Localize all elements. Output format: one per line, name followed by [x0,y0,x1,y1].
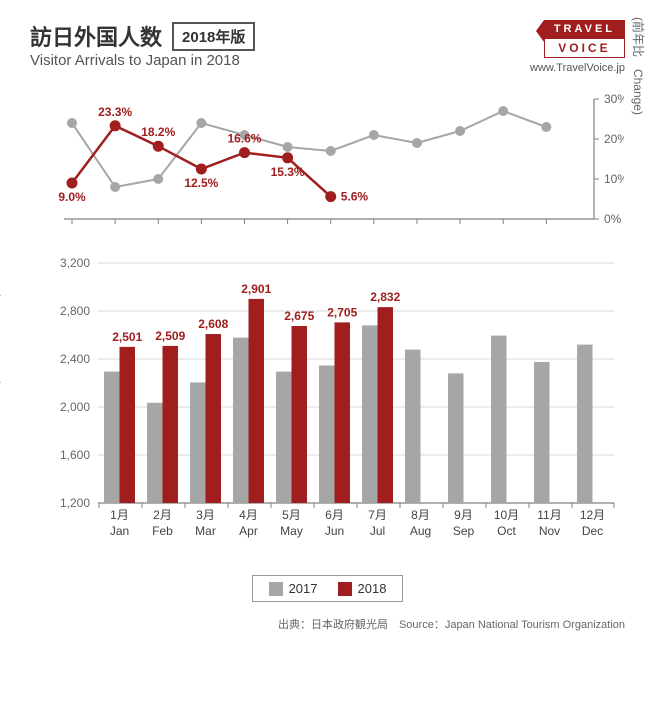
svg-text:5月: 5月 [282,508,301,522]
legend-2018: 2018 [338,581,387,596]
svg-text:30%: 30% [604,92,624,106]
svg-text:May: May [280,524,303,538]
svg-text:2,400: 2,400 [60,352,90,366]
title-jp: 訪日外国人数 [30,20,162,52]
svg-text:Jun: Jun [325,524,344,538]
svg-text:2,705: 2,705 [327,305,357,319]
svg-text:Sep: Sep [453,524,475,538]
title-group: 訪日外国人数 2018年版 Visitor Arrivals to Japan … [30,20,255,85]
svg-text:2,509: 2,509 [155,329,185,343]
logo-bottom: VOICE [544,38,625,58]
bar-chart-ylabel: (千人 thousand) [0,292,2,385]
svg-text:Apr: Apr [239,524,258,538]
svg-text:Jul: Jul [370,524,385,538]
svg-text:10%: 10% [604,172,624,186]
logo-top: TRAVEL [544,20,625,38]
svg-text:2,832: 2,832 [370,290,400,304]
svg-text:3,200: 3,200 [60,257,90,270]
svg-text:Aug: Aug [410,524,431,538]
svg-text:23.3%: 23.3% [98,105,132,119]
legend: 2017 2018 [252,575,404,602]
legend-2018-label: 2018 [358,581,387,596]
svg-text:9.0%: 9.0% [58,190,86,204]
svg-text:Feb: Feb [152,524,173,538]
bar-chart: 1,200 1,600 2,000 2,400 2,800 3,200 2,501 1月 Jan… [54,257,625,557]
subtitle: Visitor Arrivals to Japan in 2018 [30,52,255,69]
svg-text:10月: 10月 [494,508,519,522]
svg-text:20%: 20% [604,132,624,146]
svg-text:8月: 8月 [411,508,430,522]
svg-text:Oct: Oct [497,524,516,538]
svg-text:1月: 1月 [110,508,129,522]
svg-text:2,901: 2,901 [241,282,271,296]
svg-text:Mar: Mar [195,524,216,538]
footer-source: 出典：日本政府観光局 Source：Japan National Tourism… [30,616,625,632]
svg-text:2,501: 2,501 [112,330,142,344]
logo-url: www.TravelVoice.jp [530,62,625,74]
year-badge: 2018年版 [172,22,255,51]
svg-text:9月: 9月 [454,508,473,522]
svg-text:15.3%: 15.3% [271,165,305,179]
header: 訪日外国人数 2018年版 Visitor Arrivals to Japan … [30,20,625,85]
line-chart-ylabel: (前年比 Change) [630,17,647,115]
svg-text:12.5%: 12.5% [184,176,218,190]
svg-text:2月: 2月 [153,508,172,522]
svg-text:4月: 4月 [239,508,258,522]
svg-text:18.2%: 18.2% [141,125,175,139]
legend-2017-label: 2017 [289,581,318,596]
svg-text:12月: 12月 [580,508,605,522]
svg-text:7月: 7月 [368,508,387,522]
svg-text:11月: 11月 [537,508,561,522]
svg-text:6月: 6月 [325,508,344,522]
svg-text:1,600: 1,600 [60,448,90,462]
svg-text:2,608: 2,608 [198,317,228,331]
svg-text:16.6%: 16.6% [227,132,261,146]
svg-text:Jan: Jan [110,524,129,538]
svg-text:2,675: 2,675 [284,309,314,323]
svg-text:2,000: 2,000 [60,400,90,414]
swatch-2017 [269,582,283,596]
svg-text:5.6%: 5.6% [341,190,369,204]
swatch-2018 [338,582,352,596]
svg-text:3月: 3月 [196,508,215,522]
logo: TRAVEL VOICE www.TravelVoice.jp [530,20,625,74]
svg-text:1,200: 1,200 [60,496,90,510]
legend-2017: 2017 [269,581,318,596]
svg-text:0%: 0% [604,212,622,226]
svg-text:2,800: 2,800 [60,304,90,318]
svg-text:Dec: Dec [582,524,603,538]
line-chart: 0% 10% 20% 30% 9.0% 23.3% 18.2% 12.5% 16.6% 15.3%… [54,89,625,239]
svg-text:Nov: Nov [539,524,560,538]
